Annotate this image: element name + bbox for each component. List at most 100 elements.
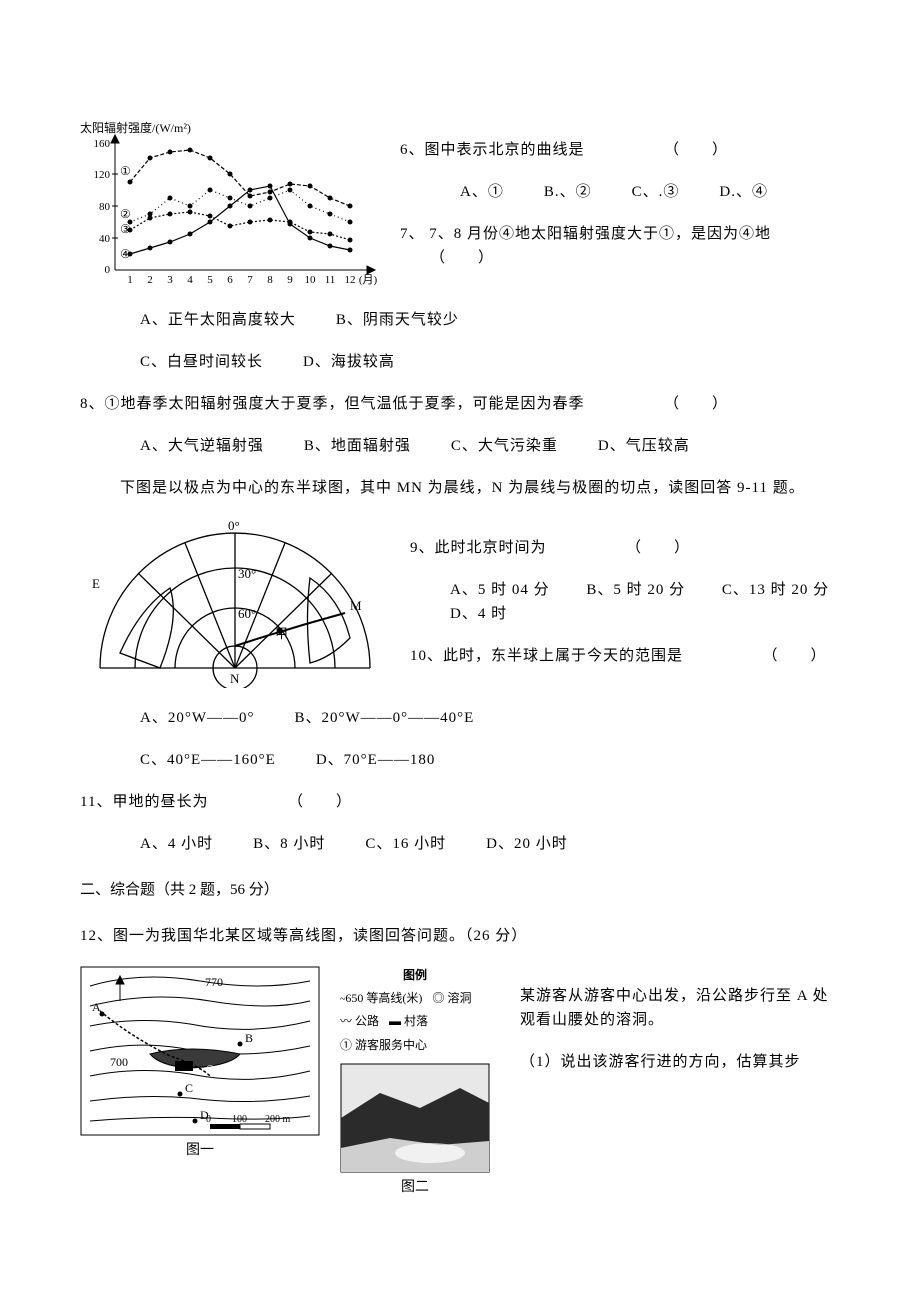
ytick: 80 <box>99 201 111 213</box>
q9-opt-d: D、4 时 <box>450 606 507 622</box>
figure-1: A B C D ① 770 700 0 100 200 m 图一 <box>80 966 320 1162</box>
q11-stem: 11、甲地的昼长为 <box>80 794 208 810</box>
ytick: 0 <box>105 264 111 276</box>
diag-label-30: 30° <box>238 566 256 581</box>
q8-options: A、大气逆辐射强 B、地面辐射强 C、大气污染重 D、气压较高 <box>80 434 840 458</box>
chart-ylabel: 太阳辐射强度/(W/m²) <box>80 120 191 135</box>
q7-opt-d: D、海拔较高 <box>303 350 395 374</box>
series-label-4: ④ <box>120 247 131 261</box>
series-label-3: ③ <box>120 222 131 236</box>
q8-opt-b: B、地面辐射强 <box>304 434 411 458</box>
q11-options: A、4 小时 B、8 小时 C、16 小时 D、20 小时 <box>80 832 840 856</box>
figure-1-legend: 图例 ~650 等高线(米) ◎ 溶洞 〰 公路 ▬ 村落 ① 游客服务中心 图… <box>340 966 490 1199</box>
fig1-B: B <box>245 1031 253 1045</box>
q9-paren: （ ） <box>626 540 690 556</box>
q11-opt-a: A、4 小时 <box>140 832 213 856</box>
q6-opt-c: C、.③ <box>632 180 680 204</box>
svg-text:11: 11 <box>325 274 336 286</box>
legend-title: 图例 <box>340 966 490 985</box>
q7-text: 7、 7、8 月份④地太阳辐射强度大于①，是因为④地 （ ） <box>400 222 840 270</box>
q12-intro: 某游客从游客中心出发，沿公路步行至 A 处观看山腰处的溶洞。 <box>520 984 840 1032</box>
figure-2 <box>340 1063 490 1173</box>
q9-opt-b: B、5 时 20 分 <box>586 582 685 598</box>
scale-0: 0 <box>206 1114 211 1125</box>
svg-text:7: 7 <box>247 274 253 286</box>
q6-paren: （ ） <box>664 142 728 158</box>
svg-text:10: 10 <box>305 274 317 286</box>
q12-figures: A B C D ① 770 700 0 100 200 m 图一 <box>80 966 840 1199</box>
scale-200: 200 m <box>265 1114 291 1125</box>
q6-stem: 6、图中表示北京的曲线是 <box>400 142 585 158</box>
q8-opt-d: D、气压较高 <box>598 434 690 458</box>
q6-opt-d: D.、④ <box>719 180 768 204</box>
svg-text:1: 1 <box>127 274 133 286</box>
ytick: 120 <box>94 169 111 181</box>
q10-stem: 10、此时，东半球上属于今天的范围是 <box>410 648 683 664</box>
q11-text: 11、甲地的昼长为 （ ） <box>80 790 840 814</box>
q11-paren: （ ） <box>288 794 352 810</box>
svg-text:9: 9 <box>287 274 293 286</box>
q8-opt-c: C、大气污染重 <box>451 434 558 458</box>
fig1-label: 图一 <box>186 1140 214 1162</box>
q7-opt-a: A、正午太阳高度较大 <box>140 308 296 332</box>
q10-options-row1: A、20°W——0° B、20°W——0°——40°E <box>80 706 840 730</box>
q9-stem: 9、此时北京时间为 <box>410 540 547 556</box>
ytick: 40 <box>99 233 111 245</box>
q7-paren: （ ） <box>430 250 494 266</box>
q7-opt-b: B、阴雨天气较少 <box>336 308 459 332</box>
q6-opt-b: B.、② <box>544 180 592 204</box>
svg-text:4: 4 <box>187 274 193 286</box>
q7-opt-c: C、白昼时间较长 <box>140 350 263 374</box>
radiation-chart: 太阳辐射强度/(W/m²) 0 40 80 120 160 <box>80 120 380 290</box>
series-label-2: ② <box>120 207 131 221</box>
legend-village: ▬ 村落 <box>389 1012 428 1031</box>
q11-opt-d: D、20 小时 <box>486 832 568 856</box>
hemisphere-diagram: E M 甲 0° 30° 60° N <box>80 518 390 688</box>
diag-label-M: M <box>350 598 362 613</box>
diag-label-0: 0° <box>228 518 240 533</box>
q10-paren: （ ） <box>763 648 827 664</box>
fig1-C: C <box>185 1081 193 1095</box>
fig2-label: 图二 <box>401 1177 429 1199</box>
q7-options-row1: A、正午太阳高度较大 B、阴雨天气较少 <box>80 308 840 332</box>
q8-paren: （ ） <box>664 396 728 412</box>
q6-opt-a: A、① <box>460 180 504 204</box>
q10-opt-d: D、70°E——180 <box>316 748 436 772</box>
q6-options: A、① B.、② C、.③ D.、④ <box>400 180 840 204</box>
section2-title: 二、综合题（共 2 题，56 分） <box>80 878 840 902</box>
q8-text: 8、①地春季太阳辐射强度大于夏季，但气温低于夏季，可能是因为春季 （ ） <box>80 392 840 416</box>
legend-center: ① 游客服务中心 <box>340 1036 427 1055</box>
svg-text:5: 5 <box>207 274 213 286</box>
q10-opt-b: B、20°W——0°——40°E <box>295 706 475 730</box>
q10-opt-a: A、20°W——0° <box>140 706 255 730</box>
series-label-1: ① <box>120 164 131 178</box>
fig1-contour-770: 770 <box>205 975 223 989</box>
svg-text:12: 12 <box>345 274 356 286</box>
legend-contour: ~650 等高线(米) <box>340 989 422 1008</box>
q11-opt-c: C、16 小时 <box>365 832 446 856</box>
q11-opt-b: B、8 小时 <box>253 832 325 856</box>
diag-label-N: N <box>230 671 240 686</box>
q9-opt-c: C、13 时 20 分 <box>722 582 829 598</box>
q9-text: 9、此时北京时间为 （ ） <box>410 536 840 560</box>
q8-stem: 8、①地春季太阳辐射强度大于夏季，但气温低于夏季，可能是因为春季 <box>80 396 585 412</box>
q9-q10-block: E M 甲 0° 30° 60° N 9、此时北京时间为 （ ） A、5 时 0… <box>80 518 840 688</box>
diag-label-60: 60° <box>238 606 256 621</box>
q12-sub1: （1）说出该游客行进的方向，估算其步 <box>520 1050 840 1074</box>
q10-opt-c: C、40°E——160°E <box>140 748 276 772</box>
q9-options: A、5 时 04 分 B、5 时 20 分 C、13 时 20 分 D、4 时 <box>410 578 840 626</box>
q10-options-row2: C、40°E——160°E D、70°E——180 <box>80 748 840 772</box>
ytick: 160 <box>94 138 111 150</box>
q8-opt-a: A、大气逆辐射强 <box>140 434 264 458</box>
scale-100: 100 <box>232 1114 247 1125</box>
legend-road: 〰 公路 <box>340 1012 379 1031</box>
chart-xsuffix: (月) <box>359 274 378 286</box>
intro-9-11: 下图是以极点为中心的东半球图，其中 MN 为晨线，N 为晨线与极圈的切点，读图回… <box>80 476 840 500</box>
fig1-contour-700: 700 <box>110 1055 128 1069</box>
q10-text: 10、此时，东半球上属于今天的范围是 （ ） <box>410 644 840 668</box>
svg-text:6: 6 <box>227 274 233 286</box>
legend-cave: ◎ 溶洞 <box>432 989 471 1008</box>
svg-text:2: 2 <box>147 274 153 286</box>
q12-text: 12、图一为我国华北某区域等高线图，读图回答问题。（26 分） <box>80 924 840 948</box>
q6-text: 6、图中表示北京的曲线是 （ ） <box>400 138 840 162</box>
